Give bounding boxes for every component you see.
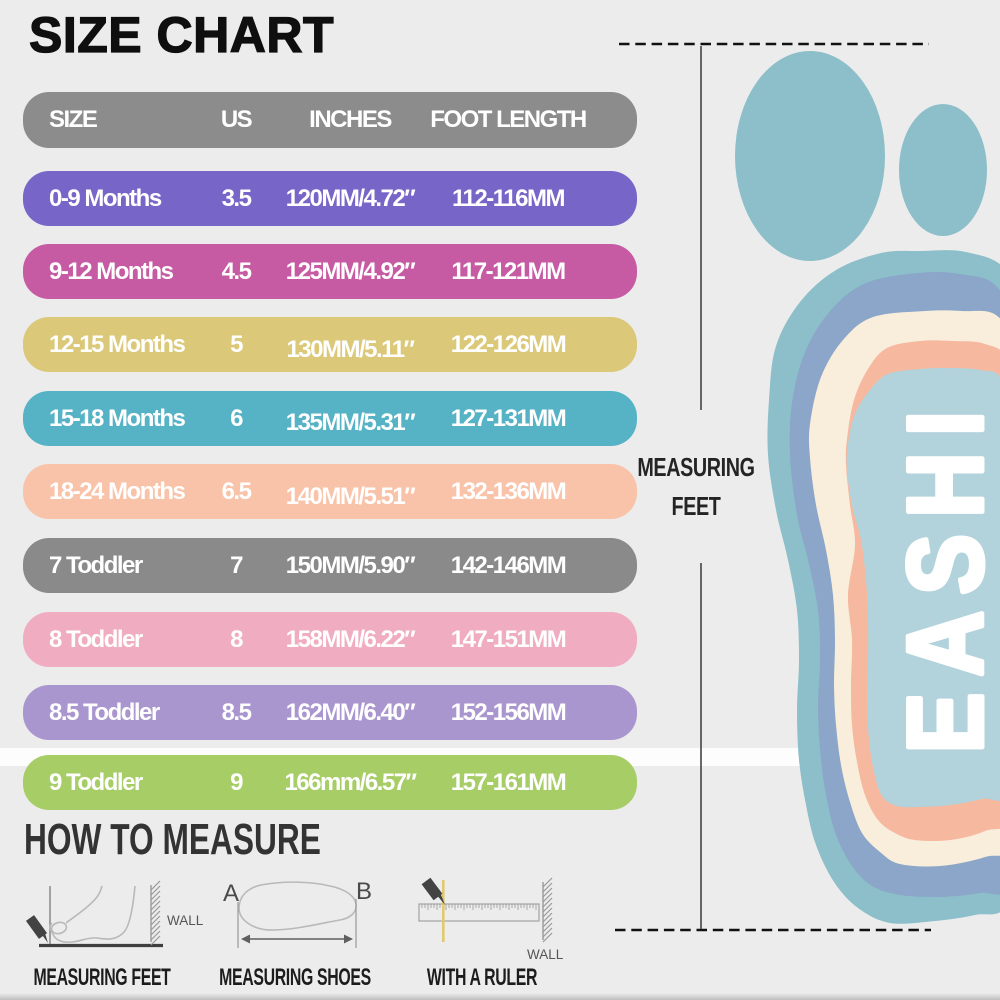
svg-text:EASHI: EASHI <box>886 395 1000 754</box>
svg-text:B: B <box>356 878 372 905</box>
svg-text:A: A <box>223 880 239 907</box>
svg-text:WALL: WALL <box>527 947 564 962</box>
svg-text:WALL: WALL <box>167 913 204 928</box>
